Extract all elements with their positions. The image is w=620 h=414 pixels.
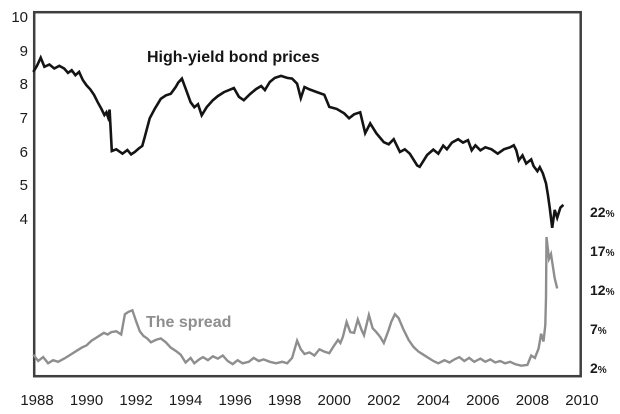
- left-axis-tick-6: 6: [19, 143, 28, 161]
- left-axis-tick-9: 9: [19, 42, 28, 60]
- percent-sign: %: [597, 365, 607, 376]
- percent-sign: %: [605, 287, 615, 298]
- x-axis-tick-2010: 2010: [565, 392, 599, 409]
- x-axis-tick-1998: 1998: [268, 392, 302, 409]
- x-axis-tick-2004: 2004: [416, 392, 450, 409]
- percent-sign: %: [605, 248, 615, 259]
- x-axis-tick-1990: 1990: [69, 392, 104, 409]
- right-axis-tick-12pct: 12%: [590, 282, 615, 298]
- right-axis-tick-17pct: 17%: [590, 243, 615, 259]
- left-axis-tick-5: 5: [19, 177, 28, 195]
- x-axis-tick-1996: 1996: [218, 392, 252, 409]
- x-axis-tick-2000: 2000: [317, 392, 351, 409]
- x-axis-tick-1992: 1992: [119, 392, 153, 409]
- right-axis-tick-22pct: 22%: [590, 204, 615, 220]
- left-axis-tick-4: 4: [19, 211, 28, 229]
- price-series-line: [32, 54, 565, 228]
- series-label-high-yield-bond-prices: High-yield bond prices: [147, 49, 320, 66]
- x-axis-tick-2006: 2006: [466, 392, 500, 409]
- x-axis-tick-1988: 1988: [20, 392, 54, 409]
- spread-series-line: [32, 236, 559, 367]
- left-axis-tick-10: 10: [11, 9, 28, 26]
- right-axis-tick-7pct: 7%: [590, 321, 607, 337]
- percent-sign: %: [605, 209, 615, 220]
- left-axis-tick-7: 7: [19, 110, 28, 127]
- left-axis-tick-8: 8: [19, 76, 28, 94]
- percent-sign: %: [597, 326, 607, 337]
- plot-border: [32, 10, 582, 378]
- x-axis-tick-1994: 1994: [168, 392, 203, 409]
- x-axis-tick-2002: 2002: [367, 392, 401, 409]
- series-label-the-spread: The spread: [146, 314, 232, 331]
- x-axis-tick-2008: 2008: [515, 392, 550, 409]
- right-axis-tick-2pct: 2%: [590, 360, 607, 376]
